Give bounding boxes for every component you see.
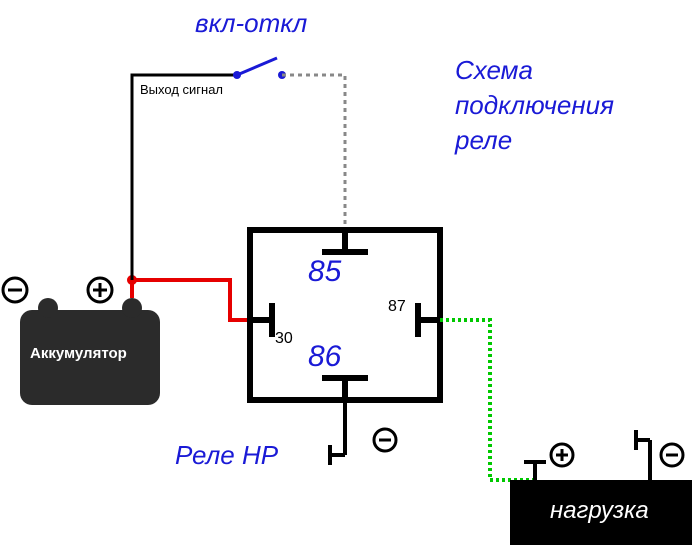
- pin85-label: 85: [308, 255, 341, 289]
- pin86-terminal: [322, 378, 368, 400]
- pin87-terminal: [418, 303, 440, 337]
- relay-label: Реле НР: [175, 440, 278, 471]
- pin85-terminal: [322, 230, 368, 252]
- switch-icon: [233, 58, 286, 79]
- pin30-label: 30: [275, 330, 293, 348]
- signal-out-label: Выход сигнал: [140, 82, 223, 97]
- battery-plus-symbol: [88, 278, 112, 302]
- load-label: нагрузка: [550, 497, 649, 525]
- pin87-label: 87: [388, 298, 406, 316]
- wire-pin87-to-load: [440, 320, 535, 480]
- wire-switch-to-pin85: [282, 75, 345, 230]
- switch-label: вкл-откл: [195, 8, 307, 39]
- load-ground: [636, 430, 650, 480]
- load-minus-symbol: [661, 444, 683, 466]
- pin86-minus-symbol: [374, 429, 396, 451]
- pin86-ground: [330, 400, 345, 465]
- title-line-3: реле: [455, 125, 512, 156]
- battery-label: Аккумулятор: [30, 345, 127, 362]
- title-line-1: Схема: [455, 55, 533, 86]
- pin86-label: 86: [308, 340, 341, 374]
- title-line-2: подключения: [455, 90, 614, 121]
- load-plus-symbol: [551, 444, 573, 466]
- battery-minus-symbol: [3, 278, 27, 302]
- relay-box: [250, 230, 440, 400]
- pin30-terminal: [250, 303, 272, 337]
- wire-signal-out: [132, 75, 237, 280]
